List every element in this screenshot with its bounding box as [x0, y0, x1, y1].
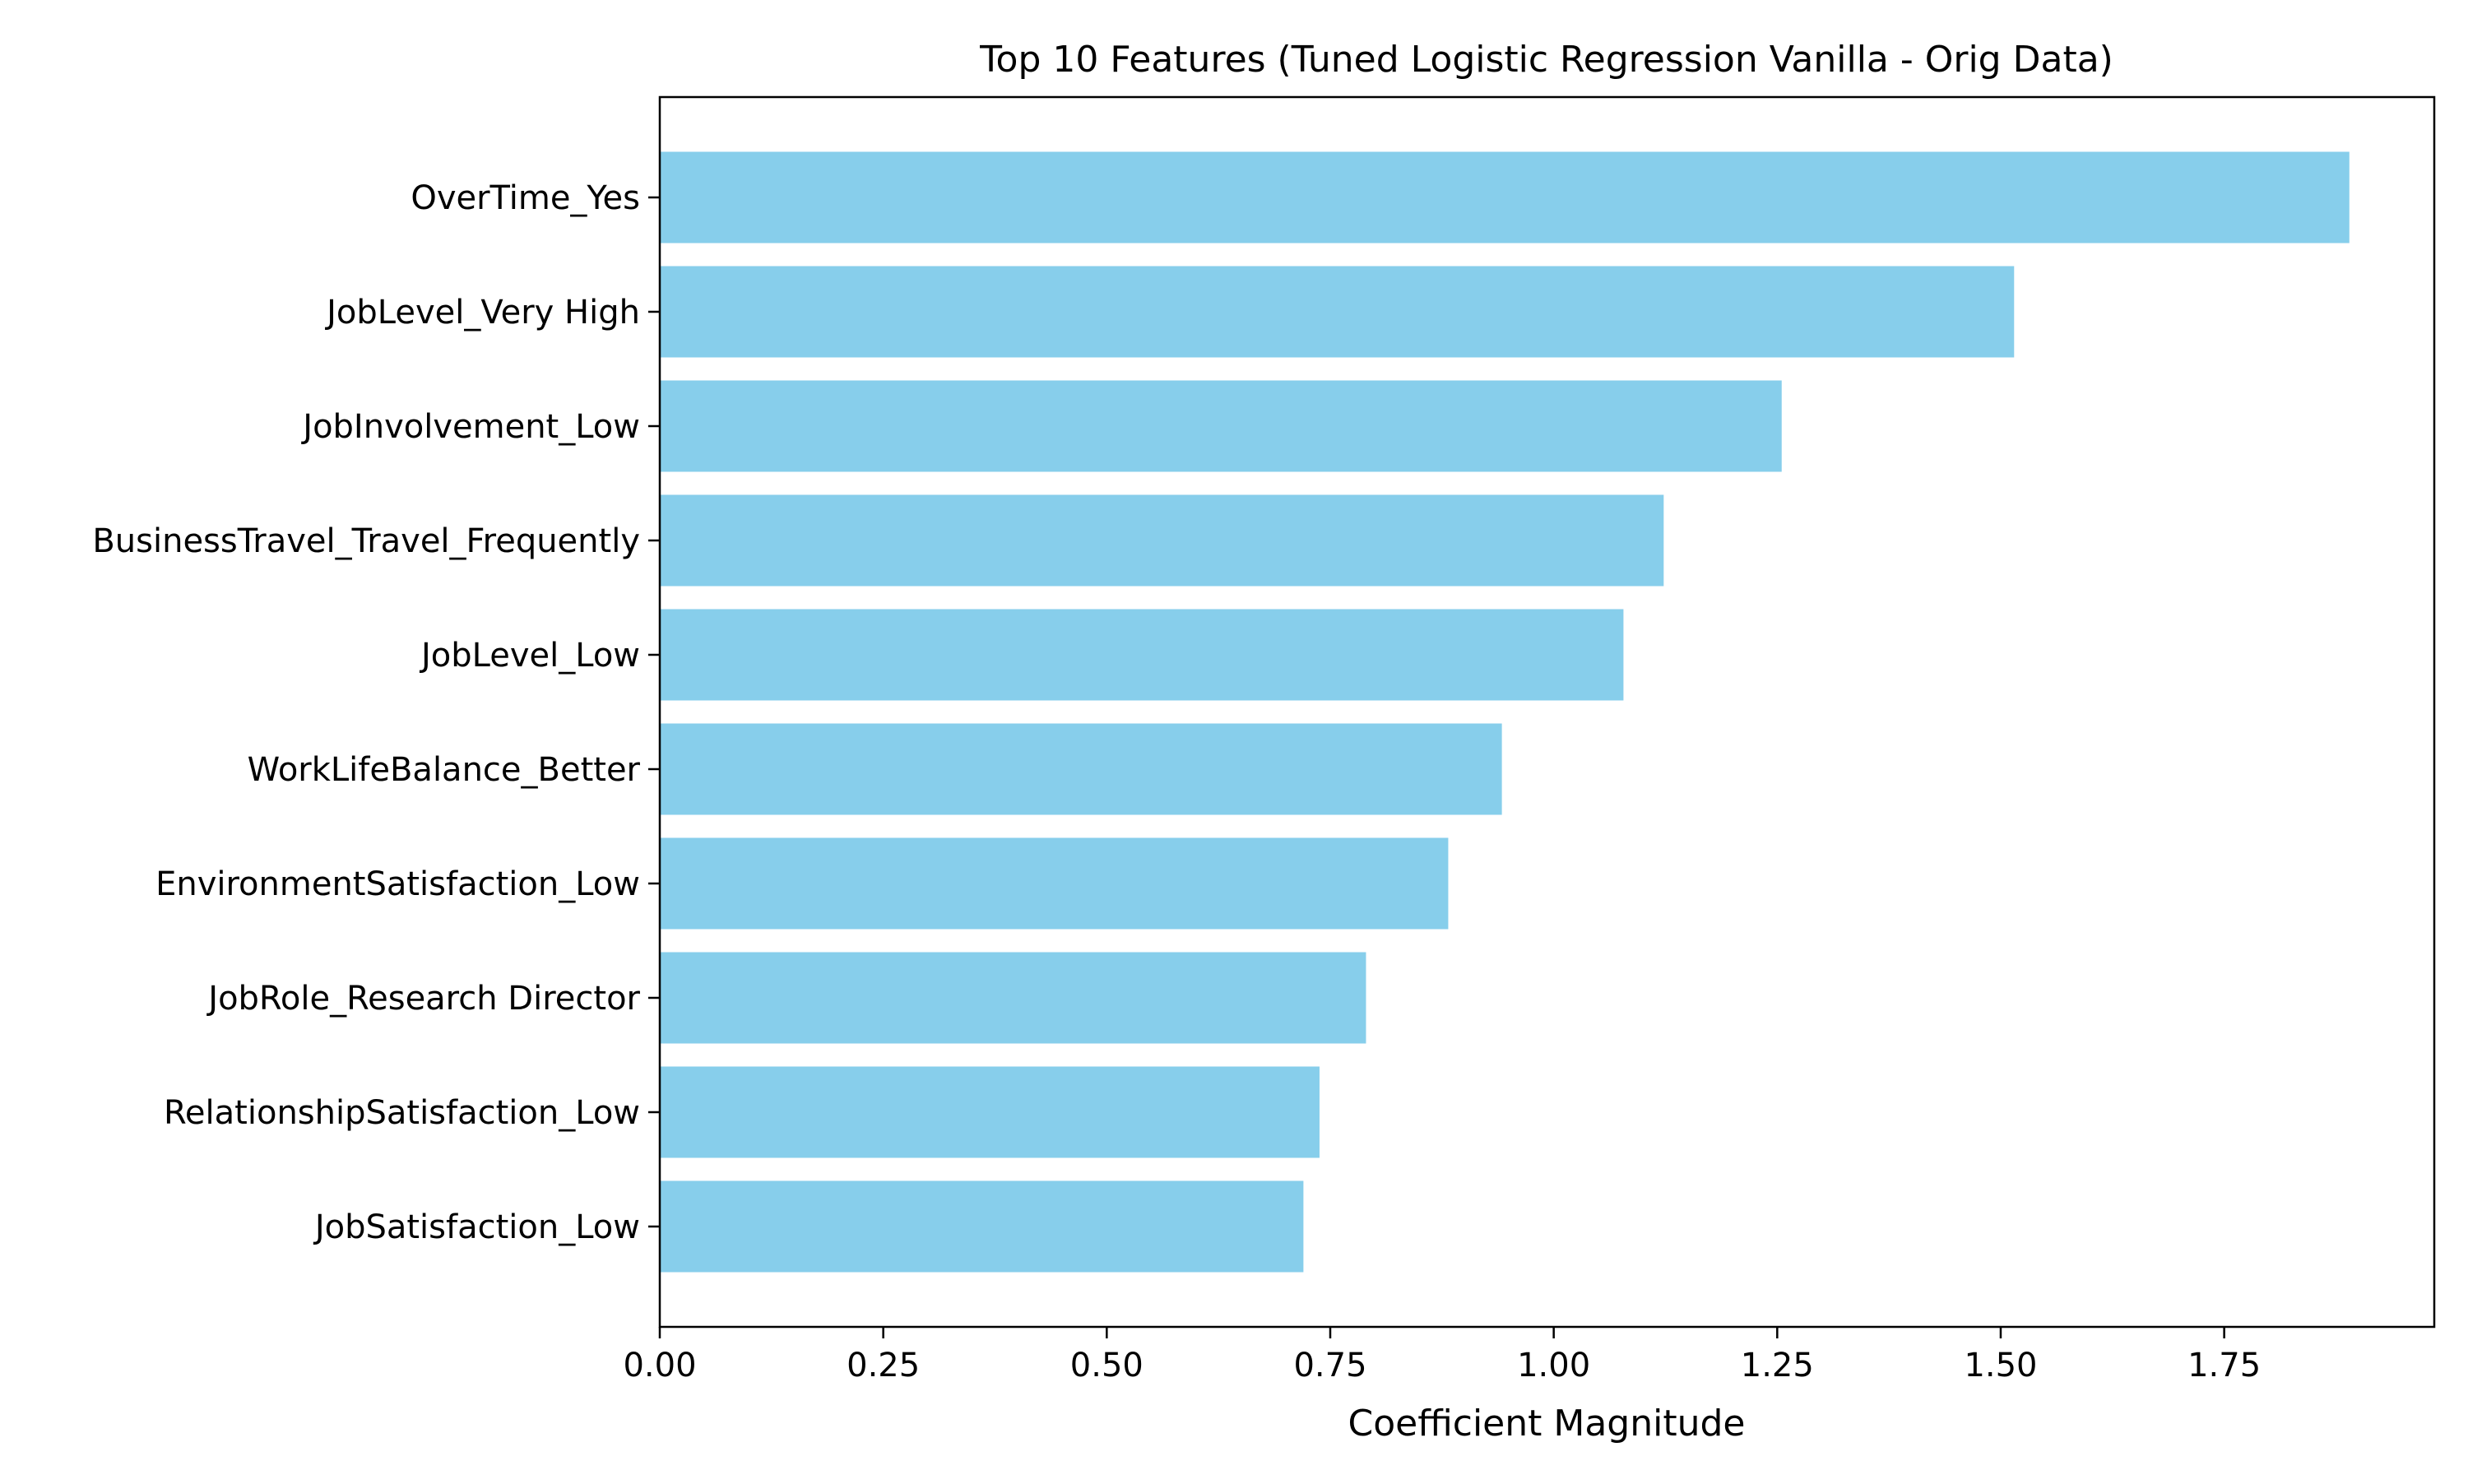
bar: [660, 838, 1448, 930]
bar: [660, 724, 1502, 815]
x-axis-label: Coefficient Magnitude: [1348, 1403, 1746, 1445]
x-tick-label: 0.25: [847, 1347, 920, 1384]
chart-title: Top 10 Features (Tuned Logistic Regressi…: [979, 39, 2113, 81]
bar: [660, 267, 2014, 358]
y-tick-label: OverTime_Yes: [411, 179, 640, 217]
x-tick-label: 0.75: [1293, 1347, 1366, 1384]
x-tick-label: 1.00: [1517, 1347, 1590, 1384]
bar: [660, 953, 1366, 1044]
y-tick-label: WorkLifeBalance_Better: [248, 751, 641, 789]
bar: [660, 610, 1623, 701]
y-tick-label: JobLevel_Low: [419, 637, 640, 675]
y-tick-label: JobSatisfaction_Low: [313, 1208, 640, 1246]
bar: [660, 1067, 1320, 1158]
bar: [660, 152, 2350, 243]
y-tick-label: JobRole_Research Director: [206, 980, 640, 1018]
y-tick-label: JobInvolvement_Low: [300, 408, 640, 446]
bar: [660, 1181, 1303, 1273]
x-tick-label: 1.25: [1741, 1347, 1814, 1384]
x-tick-label: 0.00: [623, 1347, 696, 1384]
y-tick-label: BusinessTravel_Travel_Frequently: [92, 522, 640, 560]
y-tick-label: JobLevel_Very High: [324, 294, 640, 332]
x-tick-label: 1.50: [1964, 1347, 2037, 1384]
y-tick-label: RelationshipSatisfaction_Low: [164, 1094, 640, 1132]
bar: [660, 495, 1663, 587]
x-tick-label: 1.75: [2187, 1347, 2261, 1384]
bar: [660, 381, 1782, 472]
y-tick-label: EnvironmentSatisfaction_Low: [155, 865, 640, 903]
x-tick-label: 0.50: [1070, 1347, 1144, 1384]
